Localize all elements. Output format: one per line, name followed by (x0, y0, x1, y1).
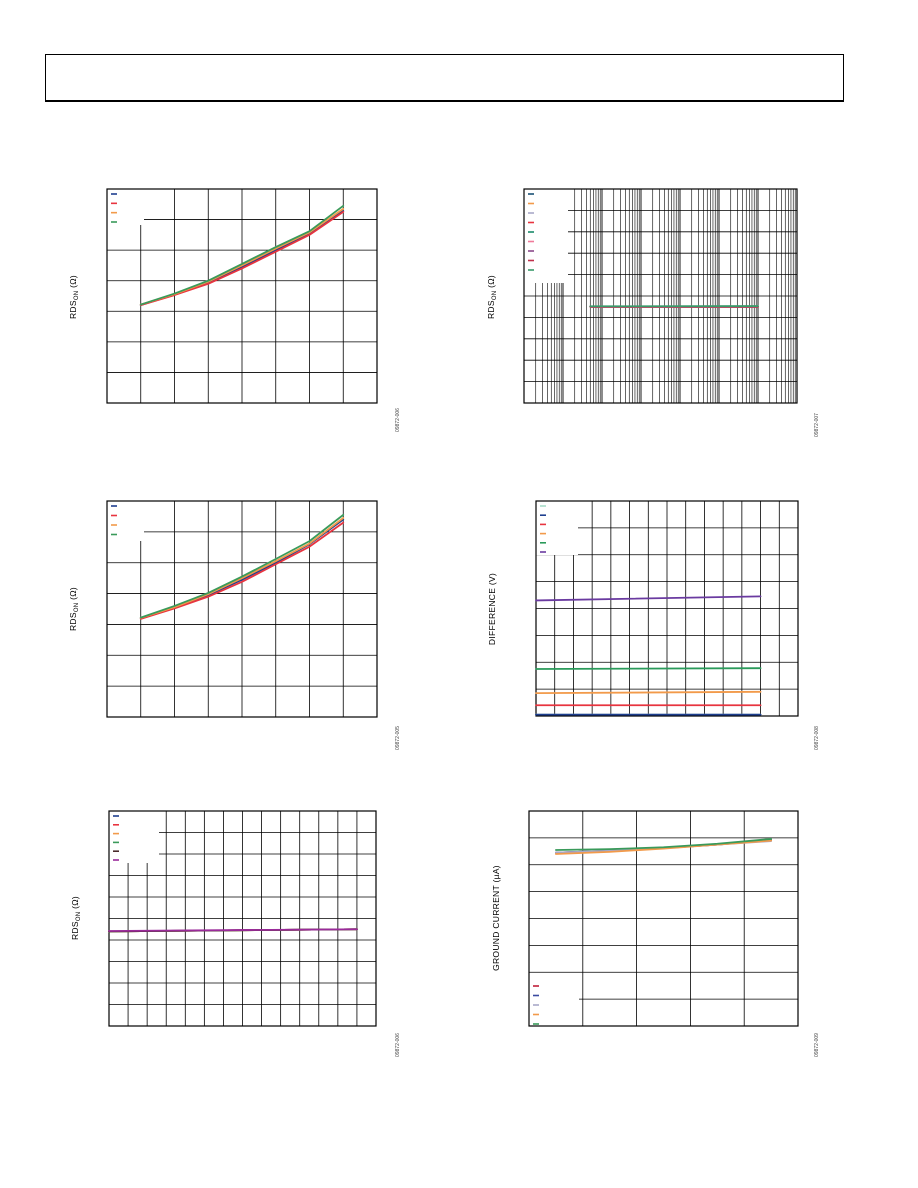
y-axis-label-main: GROUND CURRENT (490, 885, 501, 971)
plot-frame-c1 (106, 188, 378, 404)
figure-code-c1: 09872-006 (394, 408, 401, 432)
plot-frame-c4 (535, 500, 799, 717)
figure-code-c4: 09872-008 (813, 726, 820, 750)
chart-c1 (106, 188, 378, 404)
plot-frame-c3 (106, 500, 378, 718)
y-axis-label-unit: (µA) (490, 865, 501, 886)
figure-code-c5: 09872-006 (394, 1033, 401, 1057)
y-axis-label-main: RDS (68, 612, 79, 632)
y-axis-label-main: RDS (68, 300, 79, 320)
grid-c4 (536, 501, 798, 716)
legend-c2 (528, 193, 534, 271)
legend-c5 (113, 815, 119, 861)
series-line-c4-5 (535, 595, 762, 602)
legend-box-c2 (524, 189, 568, 283)
legend-box-c1 (107, 189, 144, 225)
figure-code-c2: 09872-007 (813, 413, 820, 437)
legend-box-c5 (109, 811, 159, 863)
y-axis-label-unit: (Ω) (70, 895, 81, 912)
y-axis-label-main: RDS (486, 300, 497, 320)
series-line-c5-5 (108, 928, 358, 932)
series-line-c6-4 (554, 838, 773, 851)
y-axis-label-sub: ON (74, 290, 81, 301)
chart-c2 (523, 188, 798, 404)
chart-c4 (535, 500, 799, 717)
series-line-c3-1 (139, 521, 345, 620)
y-axis-label-unit: (Ω) (68, 274, 79, 291)
y-axis-label-c1: RDSON (Ω) (68, 275, 80, 319)
grid-c1 (107, 189, 377, 403)
grid-c2 (524, 189, 797, 403)
y-axis-label-c5: RDSON (Ω) (70, 896, 82, 940)
y-axis-label-main: DIFFERENCE (487, 587, 498, 646)
page-header-box (45, 54, 844, 102)
y-axis-label-c6: GROUND CURRENT (µA) (491, 865, 501, 971)
plot-frame-c5 (108, 810, 377, 1027)
series-line-c3-3 (139, 513, 345, 619)
series-line-c1-3 (139, 204, 345, 306)
chart-c3 (106, 500, 378, 718)
series-line-c6-3 (554, 839, 773, 855)
y-axis-label-main: RDS (70, 921, 81, 941)
y-axis-label-sub: ON (76, 911, 83, 922)
y-axis-label-sub: ON (74, 602, 81, 613)
series-line-c4-4 (535, 667, 762, 670)
series-line-c3-2 (139, 517, 345, 619)
legend-c3 (111, 505, 117, 536)
y-axis-label-c2: RDSON (Ω) (486, 275, 498, 319)
legend-c6 (533, 985, 539, 1025)
series-line-c4-3 (535, 690, 762, 695)
y-axis-label-unit: (Ω) (68, 586, 79, 603)
legend-c4 (540, 505, 546, 553)
y-axis-label-sub: ON (492, 290, 499, 301)
plot-frame-c6 (528, 810, 799, 1027)
plot-frame-c2 (523, 188, 798, 404)
chart-c5 (108, 810, 377, 1027)
y-axis-label-unit: (V) (487, 572, 498, 588)
legend-c1 (111, 193, 117, 223)
chart-c6 (528, 810, 799, 1027)
grid-c3 (107, 501, 377, 717)
y-axis-label-c4: DIFFERENCE (V) (487, 573, 497, 645)
legend-box-c4 (536, 501, 578, 555)
figure-code-c6: 09872-009 (813, 1033, 820, 1057)
figure-code-c3: 09872-005 (394, 726, 401, 750)
y-axis-label-unit: (Ω) (486, 274, 497, 291)
y-axis-label-c3: RDSON (Ω) (68, 587, 80, 631)
